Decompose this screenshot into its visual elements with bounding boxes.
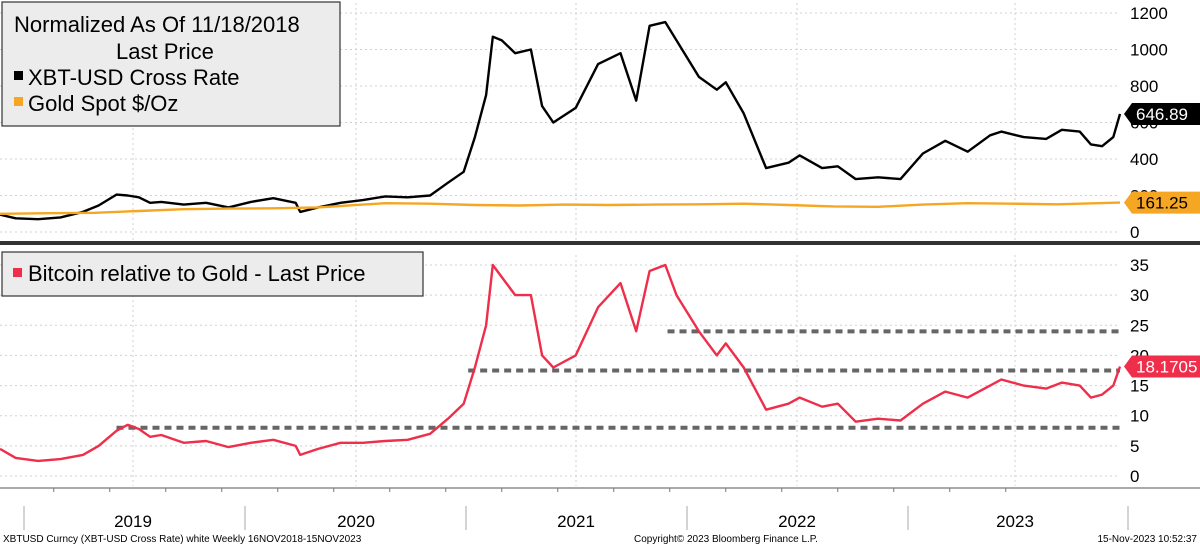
panel-separator bbox=[0, 241, 1200, 245]
series-line-gold-spot-oz bbox=[0, 201, 1121, 215]
bottom-legend: Bitcoin relative to Gold - Last Price bbox=[1, 251, 424, 297]
y-tick-label: 35 bbox=[1130, 256, 1149, 275]
footer-left: XBTUSD Curncy (XBT-USD Cross Rate) white… bbox=[3, 534, 362, 545]
y-tick-label: 400 bbox=[1130, 150, 1158, 169]
y-tick-label: 25 bbox=[1130, 316, 1149, 335]
series-line-bitcoin-relative-to-gold-last-price bbox=[0, 263, 1122, 463]
footer-center: Copyright© 2023 Bloomberg Finance L.P. bbox=[634, 534, 818, 545]
last-value-tag-label: 646.89 bbox=[1136, 105, 1188, 124]
last-value-tag-label: 18.1705 bbox=[1136, 357, 1197, 376]
legend-label-gold: Gold Spot $/Oz bbox=[28, 91, 178, 116]
x-tick-label: 2019 bbox=[114, 512, 152, 531]
bottom-panel-series bbox=[0, 263, 1122, 463]
last-value-tag-label: 161.25 bbox=[1136, 194, 1188, 213]
y-tick-label: 15 bbox=[1130, 377, 1149, 396]
x-axis: 2019 2020 2021 2022 2023 bbox=[0, 487, 1200, 531]
series-line-xbt-usd-cross-rate bbox=[0, 20, 1122, 221]
legend-swatch-gold bbox=[14, 97, 23, 106]
top-legend-box bbox=[1, 1, 341, 127]
legend-label-xbt: XBT-USD Cross Rate bbox=[28, 65, 240, 90]
top-legend-subtitle: Last Price bbox=[116, 39, 214, 64]
legend-swatch-xbt bbox=[14, 71, 23, 80]
bottom-legend-box bbox=[1, 251, 424, 297]
legend-swatch-ratio bbox=[13, 268, 22, 277]
last-value-tag-bg bbox=[1124, 355, 1200, 378]
y-tick-label: 1000 bbox=[1130, 41, 1168, 60]
y-tick-label: 1200 bbox=[1130, 4, 1168, 23]
x-tick-label: 2023 bbox=[996, 512, 1034, 531]
last-value-tags: 646.89 161.25 18.1705 bbox=[1124, 102, 1200, 378]
x-tick-label: 2020 bbox=[337, 512, 375, 531]
bottom-panel-y-ticks: 05101520253035 bbox=[1130, 256, 1149, 486]
x-tick-label: 2021 bbox=[557, 512, 595, 531]
last-value-tag-bg bbox=[1124, 191, 1200, 214]
y-tick-label: 0 bbox=[1130, 467, 1139, 486]
footer-right: 15-Nov-2023 10:52:37 bbox=[1097, 534, 1197, 545]
top-legend-title: Normalized As Of 11/18/2018 bbox=[14, 12, 300, 37]
top-panel-series bbox=[0, 20, 1122, 221]
top-legend: Normalized As Of 11/18/2018 Last Price X… bbox=[1, 1, 341, 127]
y-tick-label: 5 bbox=[1130, 437, 1139, 456]
y-tick-label: 30 bbox=[1130, 286, 1149, 305]
legend-label-ratio: Bitcoin relative to Gold - Last Price bbox=[28, 261, 365, 286]
last-value-tag-bg bbox=[1124, 102, 1200, 125]
y-tick-label: 10 bbox=[1130, 407, 1149, 426]
y-tick-label: 0 bbox=[1130, 223, 1139, 242]
x-tick-label: 2022 bbox=[778, 512, 816, 531]
y-tick-label: 800 bbox=[1130, 77, 1158, 96]
